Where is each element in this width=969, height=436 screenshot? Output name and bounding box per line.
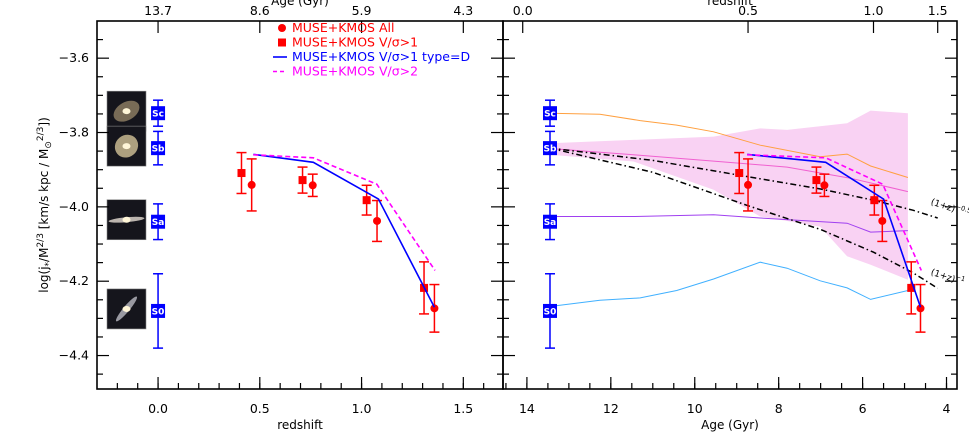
data-point-circle bbox=[373, 216, 382, 225]
reference-label: Sc bbox=[152, 110, 164, 120]
top-tick-label: 0.0 bbox=[513, 3, 533, 18]
reference-label: Sb bbox=[152, 145, 165, 155]
series-line bbox=[747, 153, 922, 308]
top-tick-label: 5.9 bbox=[352, 3, 372, 18]
top-tick-label: 4.3 bbox=[453, 3, 473, 18]
reference-label: Sb bbox=[544, 145, 557, 155]
x-tick-label: 0.0 bbox=[148, 401, 168, 416]
reference-label: Sc bbox=[544, 110, 556, 120]
right-top-axis-title: redshift bbox=[707, 0, 753, 8]
series-line bbox=[253, 154, 436, 271]
data-point-circle bbox=[820, 181, 829, 190]
galaxy-core bbox=[122, 143, 131, 150]
right-x-axis-title: Age (Gyr) bbox=[701, 418, 759, 432]
reference-marker bbox=[542, 214, 557, 229]
x-tick-label: 0.5 bbox=[250, 401, 270, 416]
model-track-line bbox=[549, 148, 909, 193]
top-tick-label: 1.0 bbox=[864, 3, 884, 18]
reference-label: S0 bbox=[152, 307, 165, 317]
reference-marker bbox=[542, 141, 557, 156]
x-tick-label: 10 bbox=[687, 401, 703, 416]
legend-marker-circle bbox=[278, 24, 286, 32]
x-tick-label: 8 bbox=[775, 401, 783, 416]
model-track-line bbox=[549, 112, 909, 178]
reference-marker bbox=[151, 141, 166, 156]
reference-label: S0 bbox=[544, 307, 557, 317]
x-tick-label: 4 bbox=[943, 401, 951, 416]
data-point-circle bbox=[430, 304, 439, 313]
x-tick-label: 6 bbox=[859, 401, 867, 416]
reference-marker bbox=[542, 303, 557, 318]
galaxy-core bbox=[122, 305, 131, 312]
reference-marker bbox=[542, 106, 557, 121]
model-track-line bbox=[549, 261, 909, 307]
data-point-square bbox=[237, 169, 246, 178]
data-point-circle bbox=[916, 304, 925, 313]
y-axis-title: log(j*/M2/3 [km/s kpc / M⊙2/3]) bbox=[36, 117, 54, 293]
data-point-circle bbox=[878, 216, 887, 225]
data-point-circle bbox=[308, 181, 317, 190]
data-point-circle bbox=[744, 180, 753, 189]
data-point-square bbox=[812, 176, 821, 185]
x-tick-label: 14 bbox=[519, 401, 535, 416]
reference-marker bbox=[151, 303, 166, 318]
x-tick-label: 1.5 bbox=[453, 401, 473, 416]
model-band bbox=[550, 110, 908, 280]
galaxy-core bbox=[122, 216, 131, 223]
reference-label: Sa bbox=[152, 218, 165, 228]
legend-marker-square bbox=[278, 38, 286, 47]
reference-marker bbox=[151, 106, 166, 121]
y-tick-label: −3.8 bbox=[59, 125, 89, 140]
reference-marker bbox=[151, 214, 166, 229]
series-line bbox=[747, 154, 923, 271]
legend-entry: MUSE+KMOS V/σ>2 bbox=[292, 64, 418, 79]
y-tick-label: −4.2 bbox=[59, 273, 89, 288]
top-tick-label: 13.7 bbox=[144, 3, 172, 18]
model-track-line bbox=[550, 214, 908, 233]
data-point-square bbox=[907, 283, 916, 292]
data-point-square bbox=[870, 196, 879, 205]
data-point-circle bbox=[247, 180, 256, 189]
x-tick-label: 1.0 bbox=[352, 401, 372, 416]
legend-entry: MUSE+KMOS V/σ>1 type=D bbox=[292, 49, 470, 64]
galaxy-core bbox=[122, 108, 131, 115]
data-point-square bbox=[298, 176, 307, 185]
top-tick-label: 0.5 bbox=[738, 3, 758, 18]
legend-entry: MUSE+KMOS All bbox=[292, 20, 394, 35]
legend-entry: MUSE+KMOS V/σ>1 bbox=[292, 35, 418, 50]
data-point-square bbox=[362, 196, 371, 205]
plot-frame bbox=[502, 20, 958, 390]
top-tick-label: 1.5 bbox=[928, 3, 948, 18]
left-panel: Sc Sb Sa S0 −3.6 −3.8 −4.0 −4.2 −4.4 0.0 0.5 1.0 1.5… bbox=[59, 3, 504, 416]
top-tick-label: 8.6 bbox=[250, 3, 270, 18]
x-tick-label: 12 bbox=[603, 401, 619, 416]
series-line bbox=[253, 153, 436, 308]
y-tick-label: −4.0 bbox=[59, 199, 89, 214]
y-tick-label: −4.4 bbox=[59, 348, 89, 363]
data-point-square bbox=[735, 169, 744, 178]
scaling-relation-label: (1+z)−1 bbox=[929, 265, 966, 288]
left-x-axis-title: redshift bbox=[277, 418, 323, 432]
y-tick-label: −3.6 bbox=[59, 50, 89, 65]
left-top-axis-title: Age (Gyr) bbox=[271, 0, 329, 8]
reference-label: Sa bbox=[544, 218, 557, 228]
scaling-relation-line bbox=[549, 147, 938, 219]
